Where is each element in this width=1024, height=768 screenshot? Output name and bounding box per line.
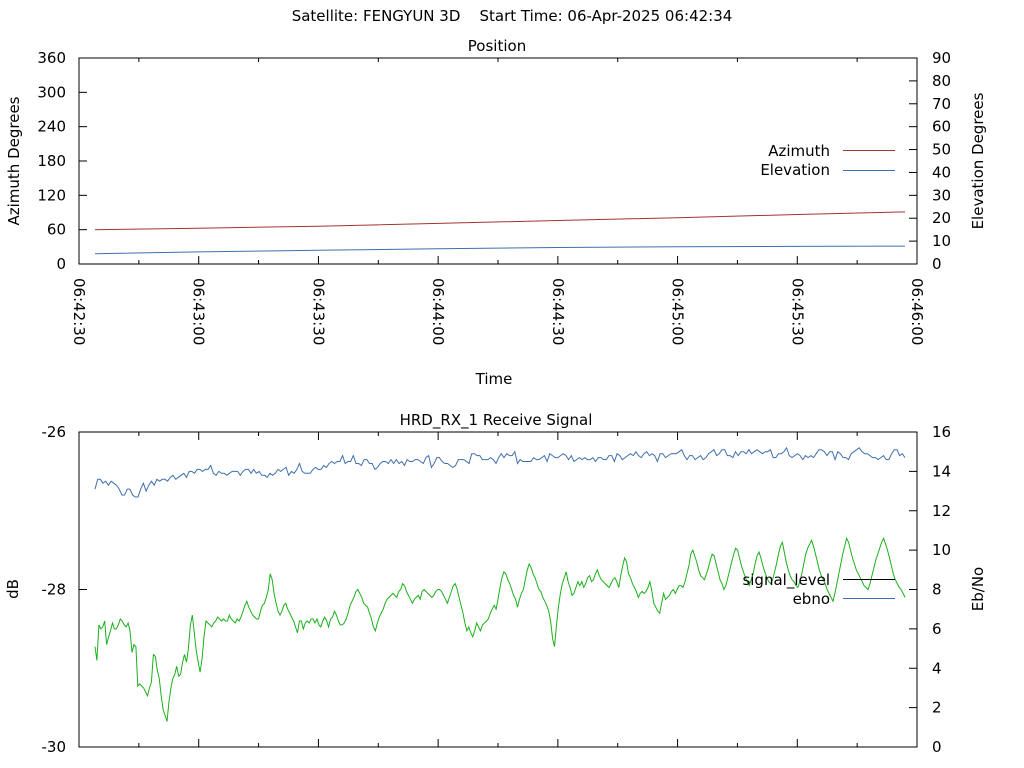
- signal-ylabel-left: dB: [4, 579, 22, 599]
- position-xtick-label: 06:45:30: [788, 278, 806, 345]
- legend-label-azimuth: Azimuth: [768, 142, 830, 160]
- position-ytick-right-label: 30: [932, 186, 951, 204]
- position-ytick-left-label: 60: [47, 221, 66, 239]
- signal-ytick-right-label: 4: [932, 659, 942, 677]
- position-ytick-left-label: 240: [37, 118, 66, 136]
- position-ylabel-right: Elevation Degrees: [969, 92, 987, 229]
- signal-ytick-left-label: -28: [42, 581, 67, 599]
- signal-ytick-right-label: 2: [932, 699, 942, 717]
- signal-series: [94, 446, 906, 722]
- legend-label-signal-level: signal_level: [742, 571, 830, 590]
- position-xtick-label: 06:45:00: [669, 278, 687, 345]
- series-line-azimuth: [94, 211, 906, 231]
- series-line-elevation: [94, 245, 906, 255]
- position-xtick-label: 06:44:30: [549, 278, 567, 345]
- satellite-label: Satellite: FENGYUN 3D: [291, 7, 461, 25]
- position-ytick-right-label: 20: [932, 209, 951, 227]
- signal-plot-frame: [78, 431, 918, 748]
- legend-label-elevation: Elevation: [760, 161, 830, 179]
- position-xtick-label: 06:43:00: [190, 278, 208, 345]
- position-xtick-label: 06:43:30: [309, 278, 327, 345]
- signal-ytick-right-label: 6: [932, 620, 942, 638]
- position-ytick-right-label: 80: [932, 72, 951, 90]
- position-ytick-right-label: 70: [932, 95, 951, 113]
- position-ytick-left-label: 300: [37, 83, 66, 101]
- position-series: [94, 211, 906, 255]
- signal-ylabel-right: Eb/No: [969, 567, 987, 611]
- signal-legend: signal_level ebno: [742, 571, 895, 608]
- position-ytick-right-label: 60: [932, 118, 951, 136]
- position-ytick-left-label: 120: [37, 186, 66, 204]
- position-ytick-right-label: 50: [932, 141, 951, 159]
- position-xlabel: Time: [475, 370, 513, 388]
- signal-chart-title: HRD_RX_1 Receive Signal: [400, 411, 593, 430]
- signal-series-line-1: [94, 446, 906, 498]
- signal-ytick-left-label: -26: [42, 423, 67, 441]
- page-title: Satellite: FENGYUN 3D Start Time: 06-Apr…: [0, 7, 1024, 25]
- signal-ticks: -30 -28 -26 0 2 4 6 8 10 12 14 16: [42, 423, 952, 756]
- position-ticks: 0 60 120 180 240 300 360 0 10 20 30 40 50 60 70 80 90 06:…: [37, 49, 951, 345]
- signal-ytick-right-label: 14: [932, 462, 951, 480]
- legend-label-ebno: ebno: [793, 590, 830, 608]
- signal-ytick-right-label: 16: [932, 423, 951, 441]
- position-chart-title: Position: [468, 37, 526, 55]
- position-legend: Azimuth Elevation: [760, 142, 895, 179]
- position-ytick-right-label: 40: [932, 163, 951, 181]
- signal-ytick-right-label: 8: [932, 581, 942, 599]
- signal-ytick-right-label: 12: [932, 502, 951, 520]
- position-ytick-right-label: 10: [932, 232, 951, 250]
- position-ytick-left-label: 180: [37, 152, 66, 170]
- start-time-label: Start Time: 06-Apr-2025 06:42:34: [479, 7, 733, 25]
- position-xtick-label: 06:42:30: [70, 278, 88, 345]
- signal-ytick-right-label: 10: [932, 541, 951, 559]
- position-ytick-left-label: 0: [56, 255, 66, 273]
- position-ylabel-left: Azimuth Degrees: [5, 96, 23, 225]
- signal-ytick-left-label: -30: [42, 738, 67, 756]
- signal-chart: HRD_RX_1 Receive Signal dB Eb/No -30-28-…: [4, 411, 987, 756]
- position-ytick-right-label: 0: [932, 255, 942, 273]
- position-chart: Position Azimuth Degrees Elevation Degre…: [5, 37, 987, 388]
- signal-series-line-2: [94, 536, 906, 722]
- position-ytick-left-label: 360: [37, 49, 66, 67]
- position-xtick-label: 06:44:00: [429, 278, 447, 345]
- position-ytick-right-label: 90: [932, 49, 951, 67]
- signal-ytick-right-label: 0: [932, 738, 942, 756]
- position-xtick-label: 06:46:00: [908, 278, 926, 345]
